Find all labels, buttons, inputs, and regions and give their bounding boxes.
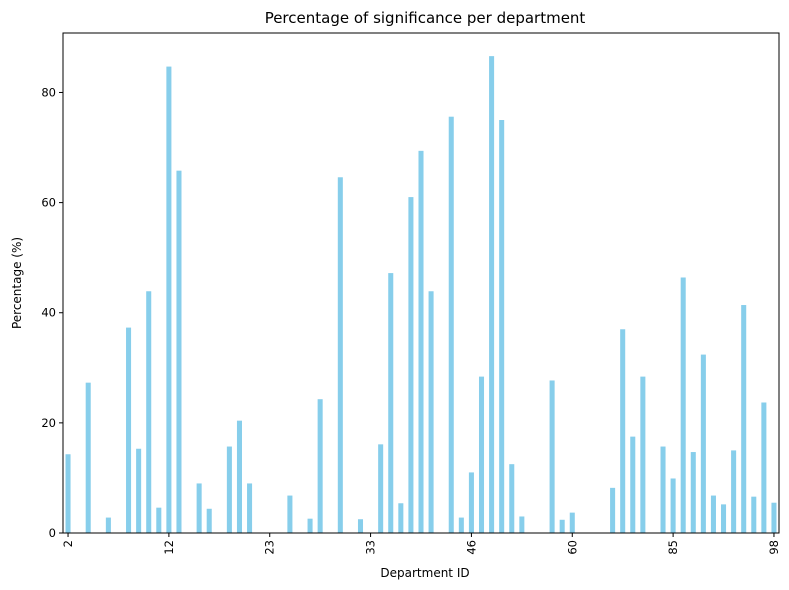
bar <box>156 507 162 533</box>
bar <box>771 502 777 533</box>
bar <box>660 446 666 533</box>
bar <box>640 376 646 533</box>
bar <box>226 446 232 533</box>
bar <box>105 517 111 533</box>
bar <box>741 305 747 533</box>
x-tick-label: 98 <box>767 540 781 555</box>
bar <box>549 380 555 533</box>
bars-group <box>65 56 777 534</box>
bar <box>569 512 575 533</box>
bar <box>206 508 212 533</box>
bar <box>166 66 172 533</box>
bar <box>458 517 464 533</box>
chart-title: Percentage of significance per departmen… <box>265 9 586 27</box>
x-tick-label: 85 <box>666 540 680 555</box>
bar <box>378 444 384 533</box>
bar <box>398 503 404 533</box>
y-tick-label: 40 <box>41 306 56 320</box>
y-axis: 0 20 40 60 80 <box>41 85 63 540</box>
x-tick-label: 60 <box>565 540 579 555</box>
bar <box>418 150 424 533</box>
x-axis: 2 12 23 33 46 60 85 98 <box>61 533 781 555</box>
y-tick-label: 80 <box>41 85 56 99</box>
bar <box>146 291 152 533</box>
y-tick-label: 0 <box>49 526 56 540</box>
bar <box>489 56 495 533</box>
bar <box>761 402 767 533</box>
bar <box>408 197 414 533</box>
bar <box>721 504 727 533</box>
x-tick-label: 2 <box>61 540 75 547</box>
bar <box>559 519 565 533</box>
bar <box>478 376 485 533</box>
bar <box>428 291 434 533</box>
y-axis-label: Percentage (%) <box>10 237 24 329</box>
bar <box>65 454 71 533</box>
bar <box>509 464 515 533</box>
bar <box>236 420 242 533</box>
x-axis-label: Department ID <box>380 566 469 580</box>
bar <box>680 277 686 533</box>
x-tick-label: 23 <box>263 540 277 555</box>
bar <box>620 329 626 533</box>
x-tick-label: 46 <box>464 540 478 555</box>
bar <box>126 327 132 533</box>
plot-frame <box>62 32 780 534</box>
bar <box>85 382 91 533</box>
bar <box>670 478 676 533</box>
bar <box>519 516 525 533</box>
x-tick-label: 12 <box>162 540 176 555</box>
bar <box>357 519 364 533</box>
bar <box>499 120 505 533</box>
bar <box>448 116 454 533</box>
bar <box>751 496 757 533</box>
bar <box>388 273 394 533</box>
bar <box>247 483 253 533</box>
bar <box>176 170 182 534</box>
y-tick-label: 20 <box>41 416 56 430</box>
bar <box>317 399 323 533</box>
y-tick-label: 60 <box>41 196 56 210</box>
bar <box>700 354 706 533</box>
bar <box>731 450 737 533</box>
bar <box>136 448 142 533</box>
bar <box>690 452 696 533</box>
bar <box>196 483 202 533</box>
bar <box>307 518 313 533</box>
bar <box>710 495 716 533</box>
bar <box>630 436 636 533</box>
x-tick-label: 33 <box>364 540 378 555</box>
bar <box>468 472 474 533</box>
bar <box>337 177 343 533</box>
bar <box>287 495 293 533</box>
bar <box>610 487 616 533</box>
